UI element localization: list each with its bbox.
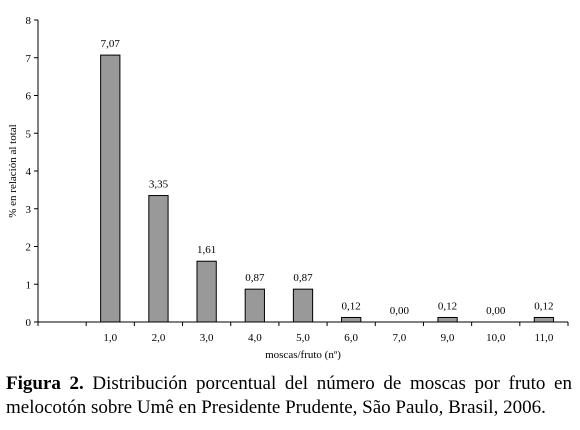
y-tick-label: 2 — [26, 242, 32, 254]
y-tick-label: 5 — [26, 128, 32, 140]
bar-value-label: 0,87 — [293, 272, 313, 284]
bar-value-label: 0,12 — [438, 300, 457, 312]
y-tick-label: 6 — [26, 91, 32, 103]
bar — [196, 260, 217, 323]
y-ticks: 0 1 2 3 4 5 6 7 8 — [26, 15, 38, 329]
x-axis-label: moscas/fruto (nº) — [265, 349, 341, 361]
x-ticks: 1,0 2,0 3,0 4,0 5,0 6,0 7,0 9,0 10,0 11,0 — [37, 322, 569, 344]
x-tick-label: 2,0 — [152, 332, 166, 344]
figure-caption-label: Figura 2. — [6, 373, 84, 394]
y-tick-label: 1 — [26, 279, 32, 291]
x-tick-label: 10,0 — [486, 332, 506, 344]
bar-value-label: 0,12 — [342, 300, 361, 312]
y-tick-label: 8 — [26, 15, 32, 27]
bar-value-label: 0,00 — [390, 305, 410, 317]
bar — [341, 316, 362, 323]
bar-value-label: 3,35 — [149, 179, 169, 191]
y-tick-label: 0 — [26, 317, 32, 329]
bars: 7,07 3,35 1,61 0,87 0,87 0,12 0,00 0,12 0,00 0,12 — [100, 38, 555, 323]
x-tick-label: 1,0 — [103, 332, 117, 344]
bar — [533, 316, 555, 323]
x-tick-label: 5,0 — [296, 332, 310, 344]
x-tick-label: 4,0 — [248, 332, 262, 344]
bar-value-label: 0,12 — [534, 300, 553, 312]
y-tick-label: 7 — [26, 53, 32, 65]
y-tick-label: 3 — [26, 204, 32, 216]
figure-caption: Figura 2. Distribución porcentual del nú… — [6, 372, 572, 420]
bar-value-label: 1,61 — [197, 244, 216, 256]
figure-caption-text: Distribución porcentual del número de mo… — [6, 373, 572, 418]
bar-value-label: 7,07 — [101, 38, 121, 50]
bar — [100, 54, 121, 323]
x-tick-label: 9,0 — [441, 332, 455, 344]
x-tick-label: 3,0 — [200, 332, 214, 344]
x-tick-label: 11,0 — [534, 332, 553, 344]
bar — [292, 288, 314, 323]
y-axis-label: % en relación al total — [7, 124, 19, 217]
x-tick-label: 7,0 — [392, 332, 406, 344]
bar — [244, 288, 265, 323]
bar — [148, 195, 169, 323]
bar-chart: 0 1 2 3 4 5 6 7 8 7,07 3,35 1,61 0,87 0,87 0,12 0,00 0,… — [7, 15, 569, 361]
x-tick-label: 6,0 — [344, 332, 358, 344]
bar-value-label: 0,00 — [486, 305, 506, 317]
y-tick-label: 4 — [26, 166, 32, 178]
bar — [437, 316, 458, 323]
bar-value-label: 0,87 — [245, 272, 265, 284]
